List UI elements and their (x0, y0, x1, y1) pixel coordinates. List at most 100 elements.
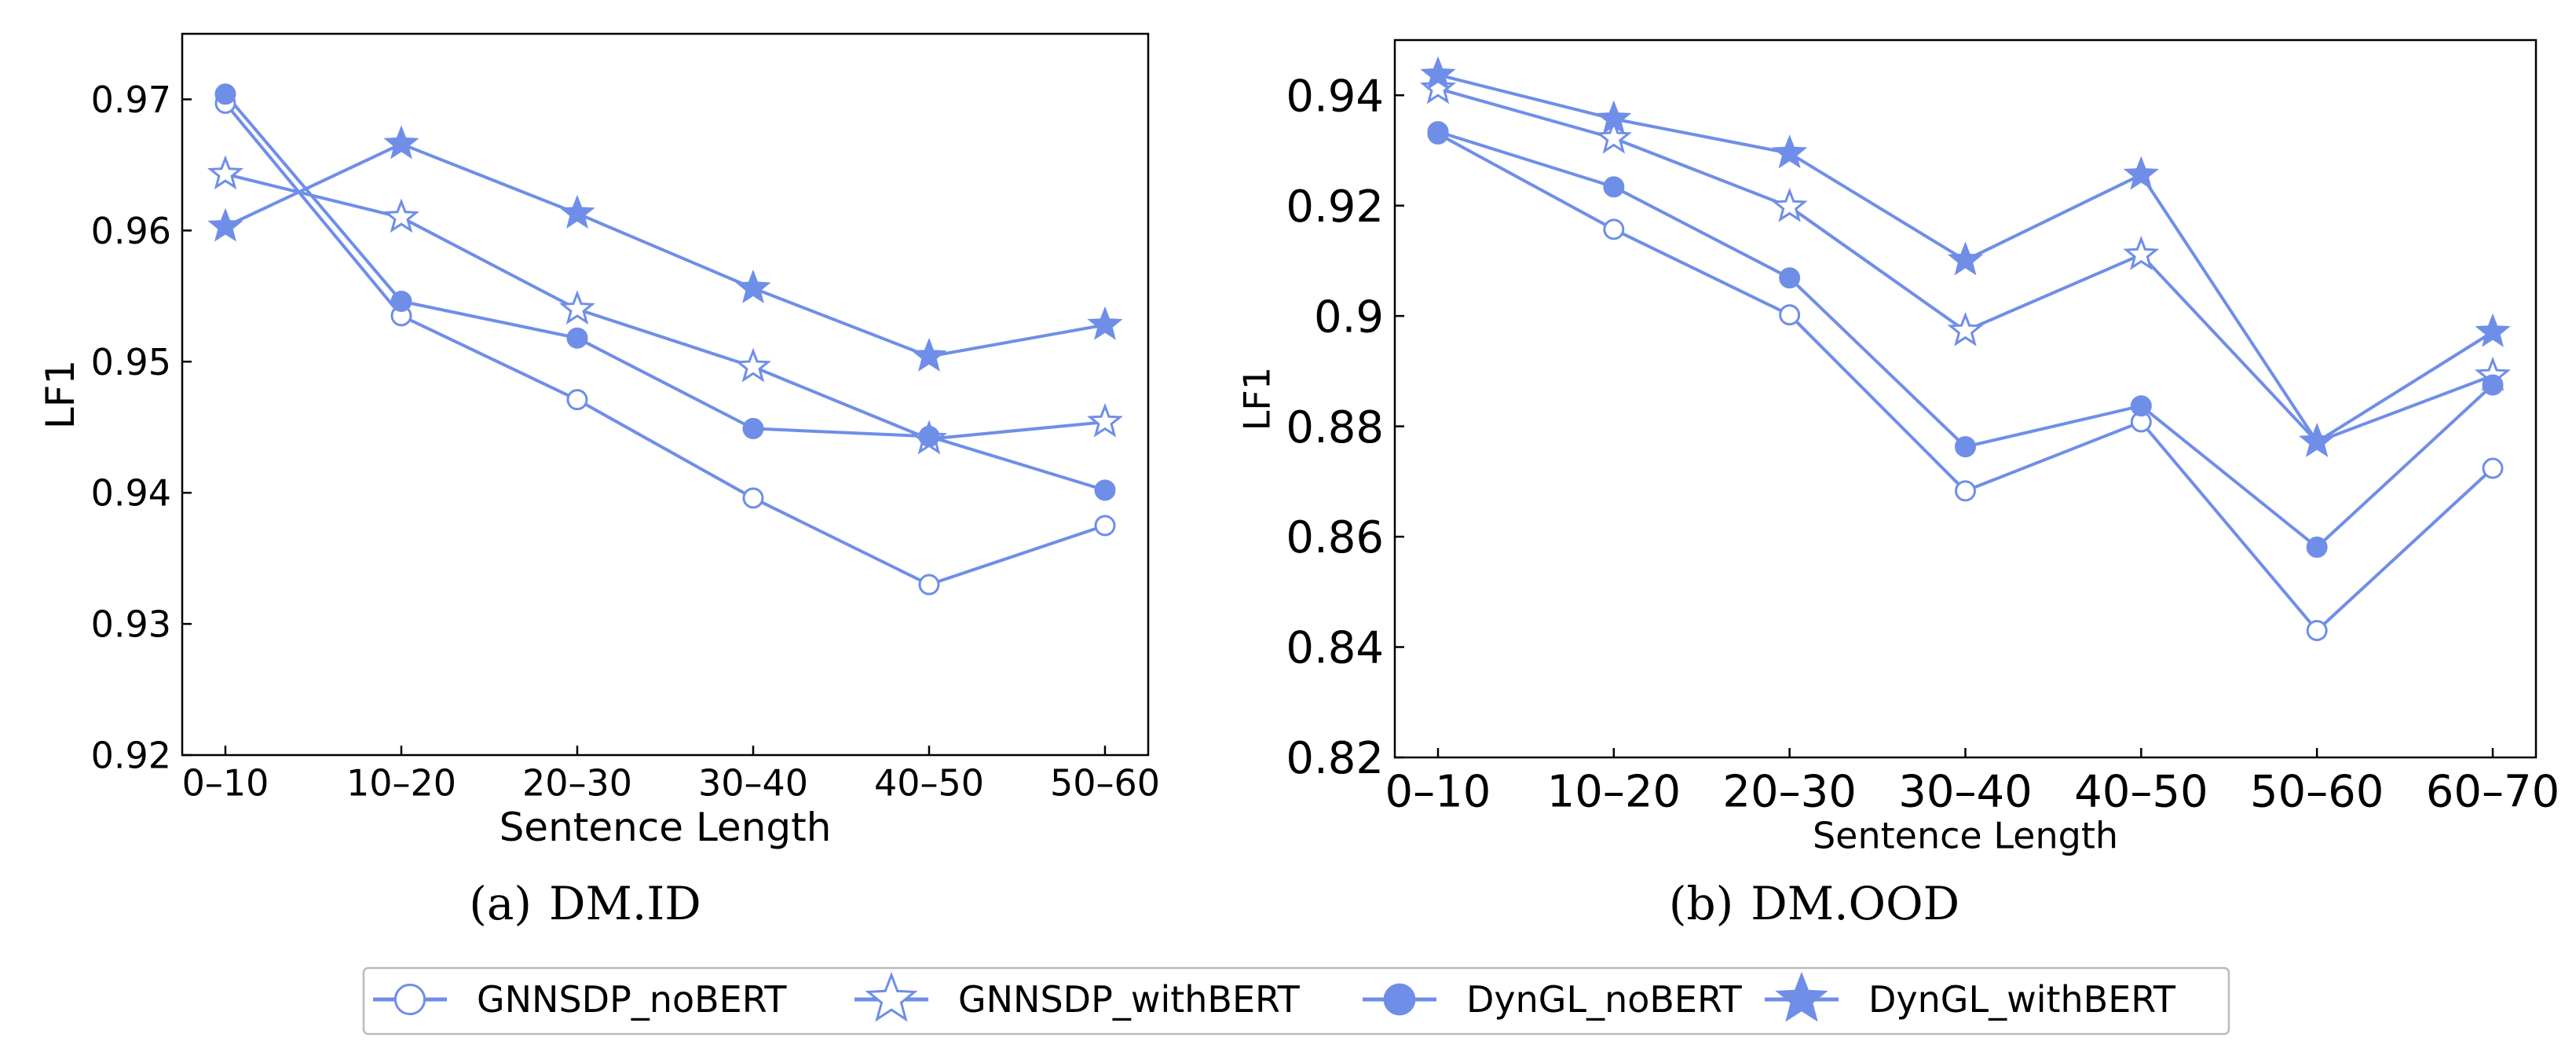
chart-a-x-axis-title: Sentence Length (499, 805, 832, 850)
chart-b-point-dyngl-withbert (1947, 241, 1984, 276)
chart-a-series-line-dyngl-nobert (224, 93, 1106, 492)
chart-a-point-dyngl-withbert (207, 207, 243, 242)
chart-a-point-dyngl-nobert (742, 417, 764, 439)
chart-b-point-dyngl-withbert (1772, 134, 1808, 169)
chart-b-x-tick-label: 40–50 (2074, 767, 2208, 818)
chart-a-y-axis-title: LF1 (38, 360, 83, 429)
legend-entry-gnnsdp-withbert-marker (865, 971, 918, 1022)
chart-a-y-tick-label: 0.97 (91, 79, 171, 121)
chart-a-point-gnnsdp-withbert (558, 290, 596, 325)
chart-a-x-tick-label: 10–20 (346, 762, 456, 805)
legend-entry-dyngl-withbert-marker (1775, 971, 1828, 1022)
chart-b-point-dyngl-withbert (2299, 423, 2335, 457)
chart-b-x-axis-title: Sentence Length (1813, 815, 2118, 857)
chart-b-point-dyngl-withbert (1420, 56, 1456, 90)
chart-b-x-tick-label: 20–30 (1722, 767, 1857, 818)
chart-a-y-tick-label: 0.94 (91, 472, 171, 515)
chart-b-point-dyngl-nobert (1603, 176, 1625, 198)
subplot-dm-id: 0.92 0.93 0.94 0.95 0.96 0.97 0–10 10–20 20–30 30… (38, 32, 1160, 850)
chart-a-series-line-gnnsdp-nobert (224, 102, 1106, 586)
chart-a-point-dyngl-nobert (214, 83, 236, 105)
chart-b-point-gnnsdp-nobert (1779, 304, 1801, 326)
chart-b-plot-frame (1393, 38, 2538, 759)
chart-b-y-tick-label: 0.84 (1286, 623, 1384, 674)
chart-a-y-tick-label: 0.95 (91, 341, 171, 383)
chart-a-series-line-dyngl-withbert (225, 142, 1106, 358)
chart-b-y-tick-label: 0.86 (1286, 512, 1384, 563)
chart-a-series-line-gnnsdp-withbert (225, 172, 1106, 441)
chart-b-x-tick-label: 0–10 (1385, 767, 1491, 818)
chart-b-y-axis-title: LF1 (1235, 367, 1278, 431)
chart-a-point-dyngl-nobert (1094, 479, 1116, 501)
chart-a-x-tick-label: 30–40 (698, 762, 808, 805)
legend: GNNSDP_noBERT GNNSDP_withBERT DynGL_noBERT… (362, 966, 2230, 1036)
chart-a-point-gnnsdp-withbert (382, 198, 420, 233)
chart-b-point-gnnsdp-withbert (1595, 119, 1632, 154)
chart-b-point-dyngl-withbert (2475, 313, 2511, 347)
chart-b-x-tick-label: 10–20 (1547, 767, 1681, 818)
legend-entry-gnnsdp-nobert-marker (393, 983, 426, 1016)
chart-a-point-dyngl-withbert (1087, 306, 1123, 340)
chart-a-point-gnnsdp-nobert (918, 574, 940, 596)
subplot-b-caption: (b) DM.OOD (1669, 877, 1959, 930)
chart-a-y-tick-label: 0.96 (91, 210, 171, 252)
chart-a-y-tick-label: 0.93 (91, 603, 171, 646)
chart-b-point-dyngl-nobert (1955, 436, 1976, 458)
chart-a-plot-frame (181, 32, 1150, 757)
chart-a-point-gnnsdp-nobert (742, 487, 764, 509)
chart-a-point-dyngl-withbert (735, 270, 771, 304)
chart-a-point-dyngl-withbert (383, 125, 419, 160)
chart-a-point-gnnsdp-withbert (207, 155, 244, 190)
chart-b-x-tick-label: 60–70 (2426, 767, 2560, 818)
chart-b-point-dyngl-nobert (2130, 395, 2152, 417)
chart-b-point-gnnsdp-nobert (2482, 457, 2504, 479)
chart-b-y-tick-label: 0.9 (1314, 292, 1384, 343)
chart-b-point-dyngl-withbert (2123, 156, 2159, 190)
legend-box (362, 966, 2230, 1036)
chart-b-point-gnnsdp-nobert (1603, 218, 1625, 240)
subplot-a-caption-name: DM.ID (549, 877, 701, 930)
chart-b-point-dyngl-nobert (1779, 267, 1801, 289)
subplot-a-caption: (a) DM.ID (469, 877, 701, 930)
chart-b-point-dyngl-nobert (2306, 536, 2328, 558)
subplot-dm-ood: 0.82 0.84 0.86 0.88 0.9 0.92 0.94 0–10 10–20 20–3… (1235, 38, 2560, 857)
chart-a-x-tick-label: 0–10 (182, 762, 269, 805)
chart-b-y-tick-label: 0.82 (1286, 733, 1384, 784)
chart-a-y-tick-label: 0.92 (91, 735, 171, 777)
chart-a-point-dyngl-nobert (566, 327, 588, 349)
legend-entry-gnnsdp-nobert-label: GNNSDP_noBERT (477, 978, 787, 1021)
chart-a-point-gnnsdp-nobert (1094, 515, 1116, 537)
subplot-b-caption-name: DM.OOD (1751, 877, 1959, 930)
chart-a-point-gnnsdp-nobert (566, 389, 588, 411)
legend-entry-gnnsdp-withbert-label: GNNSDP_withBERT (958, 978, 1301, 1021)
chart-b-y-tick-label: 0.94 (1286, 71, 1384, 122)
legend-entry-dyngl-nobert-label: DynGL_noBERT (1466, 978, 1743, 1021)
chart-b-series-line-gnnsdp-nobert (1437, 132, 2494, 632)
chart-b-point-dyngl-nobert (1427, 121, 1449, 143)
legend-entry-dyngl-withbert-label: DynGL_withBERT (1868, 978, 2176, 1021)
chart-b-point-gnnsdp-withbert (1419, 69, 1457, 104)
chart-b-point-gnnsdp-nobert (1955, 480, 1976, 502)
chart-b-point-dyngl-nobert (2482, 374, 2504, 396)
chart-a-x-tick-label: 50–60 (1050, 762, 1160, 805)
chart-b-x-tick-label: 30–40 (1898, 767, 2033, 818)
chart-a-point-dyngl-withbert (559, 194, 595, 229)
chart-a-x-tick-label: 20–30 (522, 762, 632, 805)
chart-b-y-tick-label: 0.92 (1286, 182, 1384, 233)
chart-b-x-tick-label: 50–60 (2250, 767, 2384, 818)
chart-b-point-gnnsdp-withbert (2123, 235, 2160, 270)
subplot-b-caption-label: (b) (1669, 877, 1733, 930)
chart-b-point-dyngl-withbert (1596, 100, 1632, 134)
chart-a-point-dyngl-nobert (918, 425, 940, 447)
chart-b-y-tick-label: 0.88 (1286, 402, 1384, 453)
chart-b-point-gnnsdp-nobert (2306, 619, 2328, 641)
chart-b-point-gnnsdp-withbert (1947, 311, 1984, 346)
chart-a-point-dyngl-nobert (390, 290, 412, 312)
legend-entry-dyngl-nobert-marker (1383, 983, 1416, 1016)
chart-a-point-gnnsdp-withbert (734, 347, 772, 383)
chart-a-point-gnnsdp-withbert (1086, 402, 1124, 438)
subplot-a-caption-label: (a) (469, 877, 532, 930)
chart-a-point-dyngl-withbert (911, 337, 947, 372)
chart-a-x-tick-label: 40–50 (874, 762, 984, 805)
